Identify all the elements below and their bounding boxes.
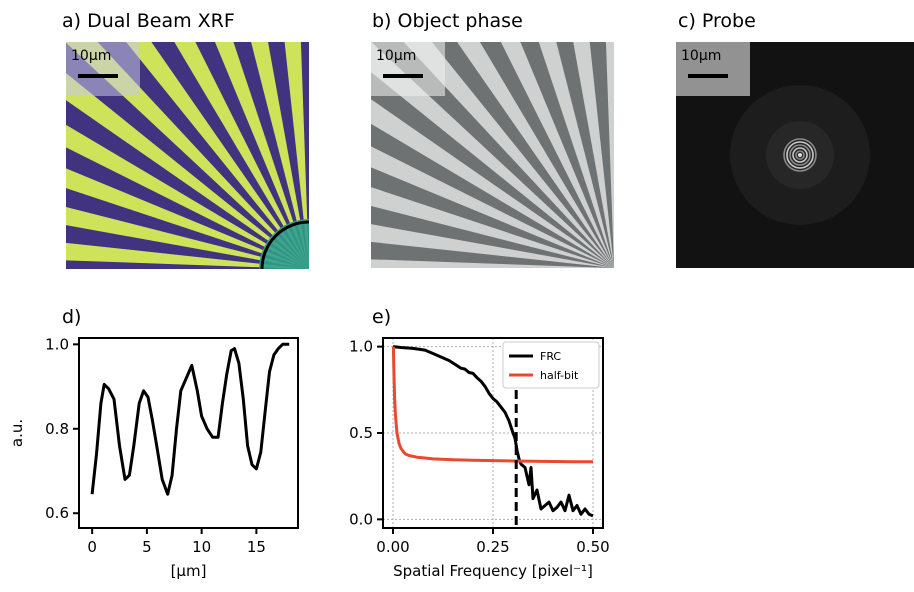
panel-e-title: e) (372, 306, 392, 328)
panel-b-title: b) Object phase (372, 10, 523, 32)
x-tick-label: 0.25 (476, 538, 509, 556)
xrf-spoke (174, 42, 309, 269)
x-tick-label: 0.50 (576, 538, 609, 556)
line-profile-chart: 0 5 10 15 0.6 0.8 1.0 [μm] a.u. (8, 335, 299, 580)
x-tick-label: 15 (247, 538, 266, 556)
object-phase-image (371, 42, 614, 268)
xrf-spoke (284, 42, 309, 269)
phase-scale-box: 10μm (371, 42, 445, 96)
y-tick-label: 1.0 (45, 335, 69, 353)
probe-ring (792, 147, 808, 163)
probe-ring (789, 144, 811, 166)
xrf-scale-label: 10μm (71, 48, 112, 64)
phase-spoke (371, 72, 614, 268)
y-tick-label: 1.0 (349, 338, 373, 356)
phase-spoke (371, 42, 614, 268)
xrf-spoke (66, 206, 309, 269)
legend-label: FRC (540, 350, 561, 363)
y-tick-label: 0.6 (45, 504, 69, 522)
probe-ring (783, 138, 817, 172)
x-axis-label: Spatial Frequency [pixel⁻¹] (393, 562, 593, 580)
series-line-profile (90, 342, 290, 496)
phase-image-panel: 10μm (371, 42, 614, 268)
phase-scale-bar (383, 74, 423, 78)
probe-image-panel: 10μm (676, 42, 914, 268)
panel-c-title: c) Probe (678, 10, 756, 32)
axes-frame (78, 337, 299, 529)
x-axis-label: [μm] (171, 562, 207, 580)
xrf-spoke (66, 73, 309, 269)
panel-a-title: a) Dual Beam XRF (62, 10, 235, 32)
y-tick-label: 0.5 (349, 424, 373, 442)
phase-spoke (431, 42, 614, 268)
xrf-spoke (66, 42, 309, 269)
phase-scale-label: 10μm (376, 48, 417, 64)
xrf-center-arc (260, 220, 309, 269)
legend-label: half-bit (540, 369, 579, 382)
probe-center (798, 153, 802, 157)
xrf-spoke (66, 168, 309, 269)
frc-chart: 0.00 0.25 0.50 0.0 0.5 1.0 Spatial Frequency [… (349, 337, 610, 580)
x-tick-label: 10 (192, 538, 211, 556)
x-tick-label: 0.00 (376, 538, 409, 556)
xrf-image-panel: 10μm (66, 42, 309, 269)
xrf-scale-box: 10μm (66, 42, 140, 96)
probe-scale-label: 10μm (681, 48, 722, 64)
probe-scale-box: 10μm (676, 42, 750, 96)
probe-ring (795, 150, 805, 160)
y-tick-label: 0.0 (349, 510, 373, 528)
x-tick-label: 5 (142, 538, 152, 556)
xrf-scale-bar (78, 74, 118, 78)
x-tick-label: 0 (87, 538, 97, 556)
panel-d-title: d) (62, 306, 82, 328)
y-tick-label: 0.8 (45, 420, 69, 438)
xrf-siemens-star-image (66, 42, 309, 269)
probe-scale-bar (688, 74, 728, 78)
probe-ring (786, 141, 814, 169)
phase-spoke (371, 205, 614, 268)
series-line-half-bit (391, 346, 594, 464)
phase-spoke (371, 167, 614, 268)
xrf-spoke (126, 42, 309, 269)
xrf-center-region (259, 219, 309, 269)
y-axis-label: a.u. (8, 419, 26, 447)
xrf-spoke (214, 42, 309, 269)
